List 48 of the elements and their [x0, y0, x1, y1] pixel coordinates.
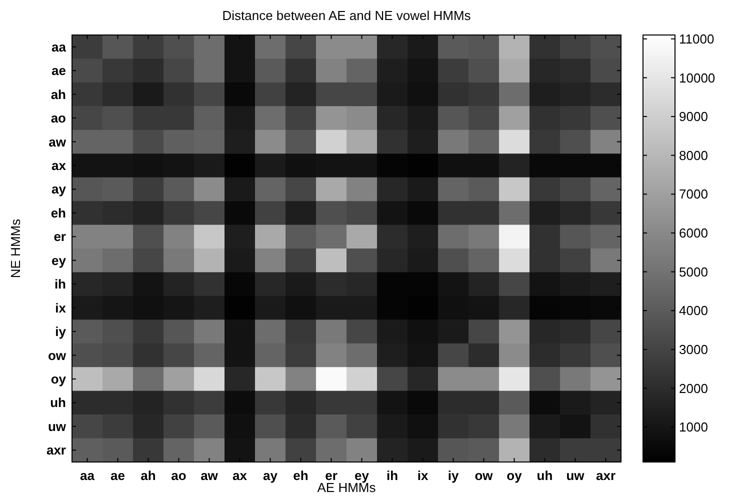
color-bar-label: 5000 [679, 264, 708, 280]
x-tick-label: ax [232, 468, 248, 483]
x-tick-label: ah [140, 468, 156, 483]
x-tick-label: er [325, 468, 338, 483]
color-bar-label: 9000 [679, 109, 708, 124]
chart-title: Distance between AE and NE vowel HMMs [222, 8, 472, 23]
color-bar-label: 2000 [679, 380, 708, 396]
y-tick-label: ah [50, 86, 66, 102]
color-bar-label: 3000 [679, 342, 708, 357]
color-bar-label: 1000 [679, 420, 708, 435]
color-bar-label: 7000 [679, 186, 708, 202]
y-tick-label: er [54, 229, 66, 244]
y-tick-label: iy [55, 324, 67, 340]
x-tick-label: oy [506, 468, 523, 483]
y-tick-label: ax [52, 158, 67, 174]
y-tick-label: eh [50, 205, 66, 220]
y-tick-label: aw [48, 134, 67, 150]
x-tick-label: ow [474, 468, 494, 483]
x-tick-label: ao [171, 468, 186, 483]
color-bar-label: 8000 [679, 148, 708, 163]
color-bar-label: 4000 [679, 303, 708, 318]
y-tick-label: ae [52, 63, 66, 78]
x-tick-label: aa [80, 468, 96, 483]
y-tick-label: oy [50, 372, 67, 387]
y-axis-title: NE HMMs [8, 218, 23, 278]
color-bar-label: 10000 [679, 70, 716, 86]
y-tick-label: axr [46, 442, 66, 458]
y-tick-label: ih [54, 276, 66, 292]
y-tick-label: ey [52, 252, 67, 268]
y-tick-label: uw [48, 418, 67, 434]
x-tick-label: ay [263, 468, 278, 483]
x-tick-label: ix [417, 468, 429, 483]
x-tick-label: ae [110, 468, 125, 483]
y-tick-label: ix [55, 300, 67, 316]
color-bar-label: 6000 [679, 226, 708, 241]
x-tick-label: ih [386, 468, 398, 483]
y-tick-label: aa [52, 39, 67, 54]
y-tick-label: ay [52, 182, 67, 197]
x-tick-label: eh [293, 468, 308, 483]
y-tick-label: ow [48, 348, 67, 363]
x-tick-label: aw [200, 468, 219, 483]
x-tick-label: uw [566, 468, 586, 483]
x-tick-label: iy [448, 468, 460, 483]
color-bar-label: 11000 [679, 31, 714, 46]
y-tick-label: ao [50, 110, 66, 126]
x-tick-label: axr [596, 468, 616, 483]
x-tick-label: uh [536, 468, 553, 483]
y-tick-label: uh [50, 395, 66, 410]
